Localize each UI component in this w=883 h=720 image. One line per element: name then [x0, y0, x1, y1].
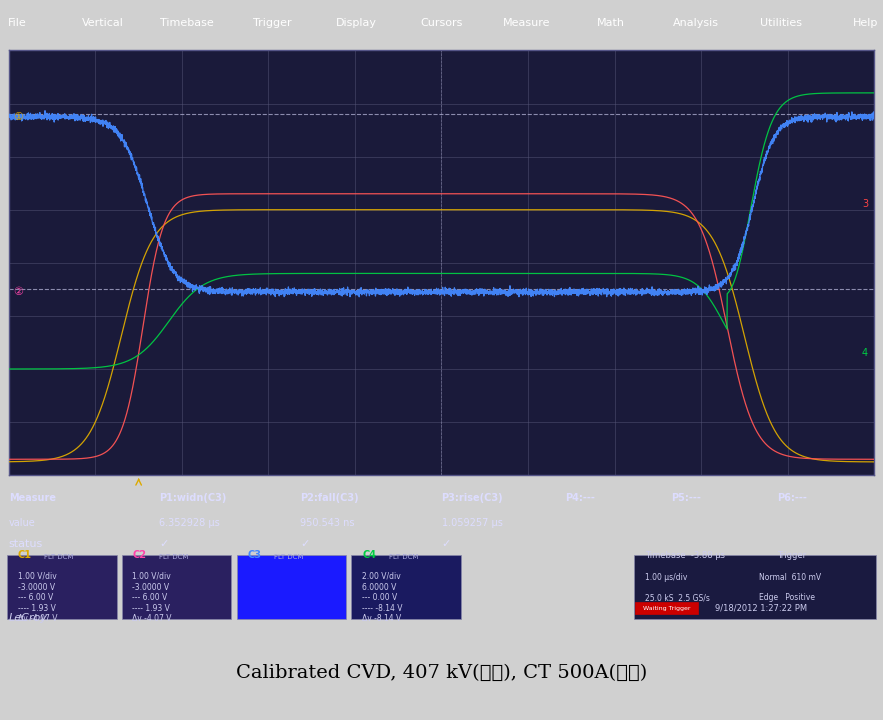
Text: Trigger: Trigger [253, 19, 291, 28]
Text: 1.00 V/div: 1.00 V/div [18, 572, 57, 581]
Text: 25.0 kS  2.5 GS/s: 25.0 kS 2.5 GS/s [645, 593, 709, 602]
Text: --- 0.00 V: --- 0.00 V [362, 593, 397, 602]
Text: 1.00 μs/div: 1.00 μs/div [645, 573, 687, 582]
Text: Utilities: Utilities [759, 19, 802, 28]
FancyBboxPatch shape [635, 602, 698, 614]
Text: Math: Math [597, 19, 625, 28]
Text: Normal  610 mV: Normal 610 mV [759, 573, 821, 582]
Text: Trigger: Trigger [777, 551, 806, 560]
Text: Display: Display [336, 19, 377, 28]
Text: Timebase  -3.88 μs: Timebase -3.88 μs [645, 551, 725, 560]
Text: ✓: ✓ [159, 539, 169, 549]
Text: --- 6.00 V: --- 6.00 V [132, 593, 168, 602]
Text: P6:---: P6:--- [777, 493, 807, 503]
Text: ✓: ✓ [442, 539, 451, 549]
Text: --- 6.00 V: --- 6.00 V [18, 593, 53, 602]
Text: C1: C1 [18, 550, 32, 560]
FancyBboxPatch shape [237, 555, 346, 619]
Text: 1.059257 μs: 1.059257 μs [442, 518, 502, 528]
Text: Edge   Positive: Edge Positive [759, 593, 815, 602]
Text: Cursors: Cursors [420, 19, 463, 28]
Text: ---- -8.14 V: ---- -8.14 V [362, 603, 403, 613]
Text: Waiting Trigger: Waiting Trigger [643, 606, 691, 611]
Text: P3:rise(C3): P3:rise(C3) [442, 493, 503, 503]
Text: 6.352928 μs: 6.352928 μs [159, 518, 220, 528]
Text: Calibrated CVD, 407 kV(첩색), CT 500A(황색): Calibrated CVD, 407 kV(첩색), CT 500A(황색) [236, 664, 647, 683]
Text: ①: ① [13, 112, 23, 122]
Text: 4: 4 [862, 348, 868, 358]
Text: -3.0000 V: -3.0000 V [18, 582, 55, 592]
FancyBboxPatch shape [7, 555, 117, 619]
Text: Measure: Measure [502, 19, 550, 28]
Text: value: value [9, 518, 35, 528]
Text: -3.0000 V: -3.0000 V [132, 582, 170, 592]
Text: ---- 1.93 V: ---- 1.93 V [132, 603, 170, 613]
Text: 2.00 V/div: 2.00 V/div [362, 572, 401, 581]
Text: Timebase: Timebase [161, 19, 214, 28]
Text: 6.0000 V: 6.0000 V [362, 582, 396, 592]
Text: File: File [8, 19, 27, 28]
Text: 950.543 ns: 950.543 ns [300, 518, 355, 528]
Text: Vertical: Vertical [81, 19, 124, 28]
Text: P4:---: P4:--- [565, 493, 595, 503]
Text: LeCroy: LeCroy [9, 613, 48, 624]
FancyBboxPatch shape [634, 555, 876, 619]
Text: Measure: Measure [9, 493, 56, 503]
Text: C4: C4 [362, 550, 376, 560]
Text: 9/18/2012 1:27:22 PM: 9/18/2012 1:27:22 PM [715, 604, 807, 613]
Text: FLT DCM: FLT DCM [159, 554, 188, 560]
Text: ✓: ✓ [300, 539, 310, 549]
Text: ②: ② [13, 287, 23, 297]
Text: Δv -8.14 V: Δv -8.14 V [362, 614, 401, 624]
Text: 3: 3 [862, 199, 868, 210]
Text: P5:---: P5:--- [671, 493, 701, 503]
FancyBboxPatch shape [122, 555, 231, 619]
Text: C3: C3 [247, 550, 261, 560]
Text: status: status [9, 539, 43, 549]
FancyBboxPatch shape [351, 555, 461, 619]
Text: Δv -4.07 V: Δv -4.07 V [18, 614, 57, 624]
Text: Analysis: Analysis [673, 19, 719, 28]
Text: C2: C2 [132, 550, 147, 560]
Text: P1:widn(C3): P1:widn(C3) [159, 493, 226, 503]
Text: ---- 1.93 V: ---- 1.93 V [18, 603, 56, 613]
Text: 1.00 V/div: 1.00 V/div [132, 572, 171, 581]
Text: FLT DCM: FLT DCM [389, 554, 418, 560]
Text: FLT DCM: FLT DCM [274, 554, 303, 560]
Text: Δv -4.07 V: Δv -4.07 V [132, 614, 172, 624]
Text: P2:fall(C3): P2:fall(C3) [300, 493, 358, 503]
Text: FLT DCM: FLT DCM [44, 554, 73, 560]
Text: Help: Help [853, 19, 878, 28]
